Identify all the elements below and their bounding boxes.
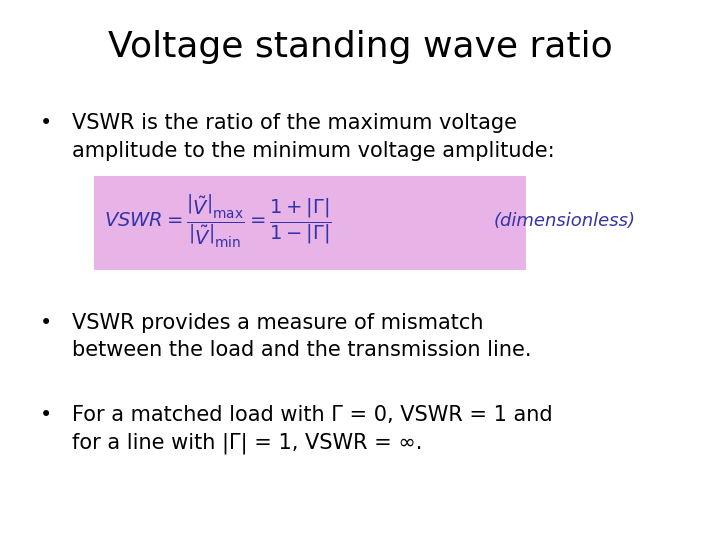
Text: Voltage standing wave ratio: Voltage standing wave ratio: [107, 30, 613, 64]
Text: VSWR is the ratio of the maximum voltage
amplitude to the minimum voltage amplit: VSWR is the ratio of the maximum voltage…: [72, 113, 554, 160]
Text: For a matched load with Γ = 0, VSWR = 1 and
for a line with |Γ| = 1, VSWR = ∞.: For a matched load with Γ = 0, VSWR = 1 …: [72, 405, 553, 454]
Text: VSWR provides a measure of mismatch
between the load and the transmission line.: VSWR provides a measure of mismatch betw…: [72, 313, 531, 360]
FancyBboxPatch shape: [94, 176, 526, 270]
Text: •: •: [40, 113, 52, 133]
Text: $\mathit{VSWR} = \dfrac{\left|\tilde{V}\right|_{\mathrm{max}}}{\left|\tilde{V}\r: $\mathit{VSWR} = \dfrac{\left|\tilde{V}\…: [104, 193, 332, 249]
Text: •: •: [40, 313, 52, 333]
Text: (dimensionless): (dimensionless): [493, 212, 635, 231]
Text: •: •: [40, 405, 52, 425]
